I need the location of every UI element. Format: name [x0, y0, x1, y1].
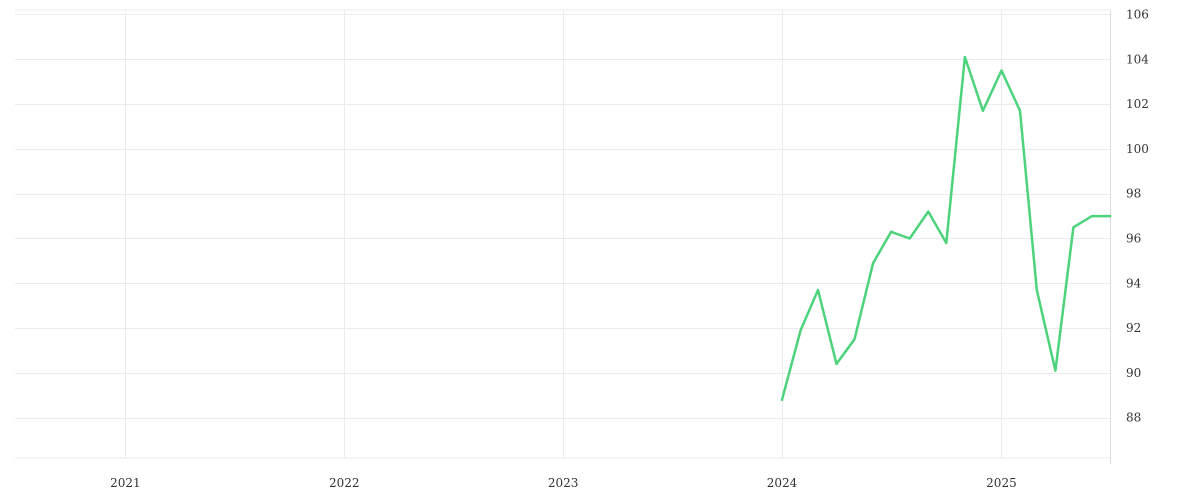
- series-line: [780, 55, 1112, 402]
- y-gridlines: [15, 9, 1110, 459]
- y-tick-label: 98: [1126, 187, 1141, 201]
- x-tick-label: 2024: [767, 476, 798, 490]
- x-gridlines: [125, 10, 1002, 458]
- y-tick-label: 88: [1126, 411, 1141, 425]
- x-tick-label: 2025: [986, 476, 1017, 490]
- y-tick-label: 106: [1126, 7, 1149, 21]
- y-axis-ticks: 88 90 92 94 96 98 100 102 104 106: [1126, 7, 1149, 424]
- series-group: [780, 55, 1112, 402]
- x-tick-label: 2021: [110, 476, 141, 490]
- y-tick-label: 94: [1126, 276, 1142, 290]
- y-tick-label: 100: [1126, 142, 1149, 156]
- x-axis-ticks: 2021 2022 2023 2024 2025: [110, 476, 1017, 490]
- y-tick-label: 96: [1126, 231, 1141, 245]
- x-tick-label: 2023: [548, 476, 579, 490]
- y-tick-label: 104: [1126, 52, 1149, 66]
- x-tick-label: 2022: [329, 476, 360, 490]
- y-tick-label: 92: [1126, 321, 1141, 335]
- y-tick-label: 90: [1126, 366, 1141, 380]
- y-tick-label: 102: [1126, 97, 1149, 111]
